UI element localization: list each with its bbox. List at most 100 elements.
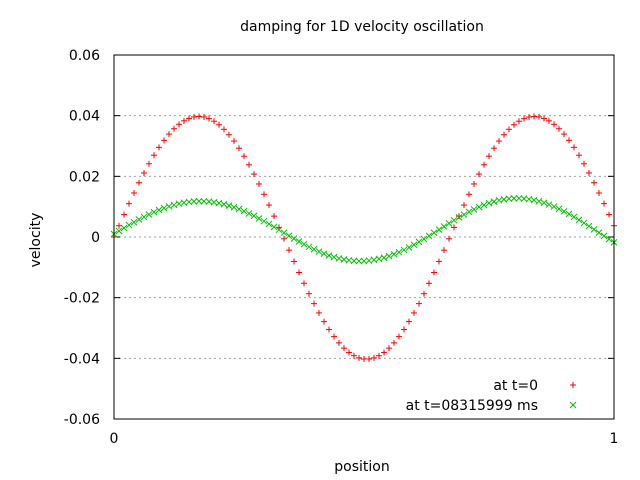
data-point-series-1 [411,309,417,316]
legend-marker-glyph [569,401,577,409]
data-point-series-2 [290,235,298,242]
data-point-series-2 [400,246,408,254]
data-point-series-2 [220,200,228,208]
data-point-series-1 [241,153,247,160]
data-point-series-2 [535,197,543,205]
data-point-series-1 [571,144,577,151]
data-point-series-1 [501,131,507,138]
y-tick-labels: 0.06 0.04 0.02 0 -0.02 -0.04 -0.06 [64,48,100,428]
data-point-series-2 [145,211,153,218]
data-point-series-1 [346,349,352,356]
data-point-series-2 [605,235,613,243]
data-point-series-1 [116,222,122,229]
data-point-series-1 [356,354,362,361]
data-point-series-1 [161,137,167,144]
data-point-series-1 [136,179,142,186]
data-point-series-2 [335,255,343,262]
data-point-series-2 [350,257,358,265]
data-point-series-1 [151,152,157,159]
data-point-series-2 [120,224,128,232]
data-point-series-1 [446,235,452,242]
data-point-series-2 [440,223,448,230]
data-point-series-2 [305,243,313,251]
legend-label-series-1: at t=0 [493,378,538,394]
data-point-series-1 [206,115,212,122]
data-point-series-1 [261,191,267,198]
data-point-series-1 [226,131,232,138]
data-point-series-1 [576,152,582,159]
data-point-series-1 [526,114,532,121]
data-point-series-1 [556,125,562,132]
data-point-series-1 [341,345,347,352]
y-tick-label: 0.06 [69,48,100,64]
legend-label-series-2: at t=08315999 ms [406,398,538,414]
data-point-series-1 [376,352,382,359]
data-point-series-1 [491,145,497,152]
data-point-series-1 [246,161,252,168]
data-point-series-1 [551,121,557,128]
data-point-series-2 [320,250,328,258]
data-point-series-2 [475,203,483,211]
data-point-series-2 [355,257,363,265]
data-point-series-1 [236,145,242,152]
data-point-series-1 [426,280,432,287]
data-point-series-2 [265,220,273,228]
data-point-series-2 [395,248,403,256]
data-point-series-2 [405,244,413,251]
data-point-series-1 [456,213,462,220]
data-point-series-1 [371,354,377,361]
data-point-series-2 [455,214,463,221]
data-point-series-1 [141,169,147,176]
data-point-series-2 [135,216,143,223]
data-point-series-2 [450,216,458,224]
data-point-series-1 [166,131,172,138]
series-1 [111,113,617,363]
data-point-series-1 [126,200,132,207]
data-point-series-1 [336,339,342,346]
data-point-series-2 [330,253,338,261]
data-point-series-2 [255,215,263,222]
data-point-series-2 [385,252,393,260]
data-point-series-1 [286,247,292,254]
data-point-series-1 [186,115,192,122]
data-point-series-1 [216,121,222,128]
data-point-series-2 [380,254,388,262]
data-point-series-1 [231,138,237,145]
data-point-series-2 [300,240,308,248]
data-point-series-1 [546,117,552,124]
data-point-series-1 [251,171,257,178]
legend: at t=0 at t=08315999 ms [406,378,577,414]
data-point-series-1 [316,309,322,316]
data-point-series-2 [545,201,553,208]
data-point-series-1 [326,326,332,333]
data-point-series-1 [486,153,492,160]
data-point-series-2 [130,218,138,226]
data-point-series-1 [256,180,262,187]
data-point-series-2 [410,241,418,249]
data-point-series-2 [550,203,558,210]
data-point-series-1 [306,290,312,297]
y-tick-label: -0.04 [64,351,100,367]
data-point-series-2 [245,210,253,217]
data-point-series-2 [175,200,183,208]
x-axis-label: position [334,459,389,475]
data-point-series-2 [115,227,123,235]
data-point-series-2 [215,199,223,207]
data-point-series-1 [521,115,527,122]
x-tick-label: 1 [610,431,619,447]
data-point-series-2 [585,222,593,230]
data-point-series-1 [416,300,422,307]
data-series [110,113,618,363]
data-point-series-2 [295,238,303,245]
data-point-series-1 [476,171,482,178]
data-point-series-2 [230,203,238,211]
data-point-series-1 [201,114,207,121]
data-point-series-2 [140,213,148,221]
data-point-series-1 [606,211,612,218]
data-point-series-1 [461,202,467,209]
legend-marker-glyph [570,382,576,388]
data-point-series-2 [565,210,573,218]
data-point-series-1 [586,169,592,176]
data-point-series-2 [555,205,563,213]
